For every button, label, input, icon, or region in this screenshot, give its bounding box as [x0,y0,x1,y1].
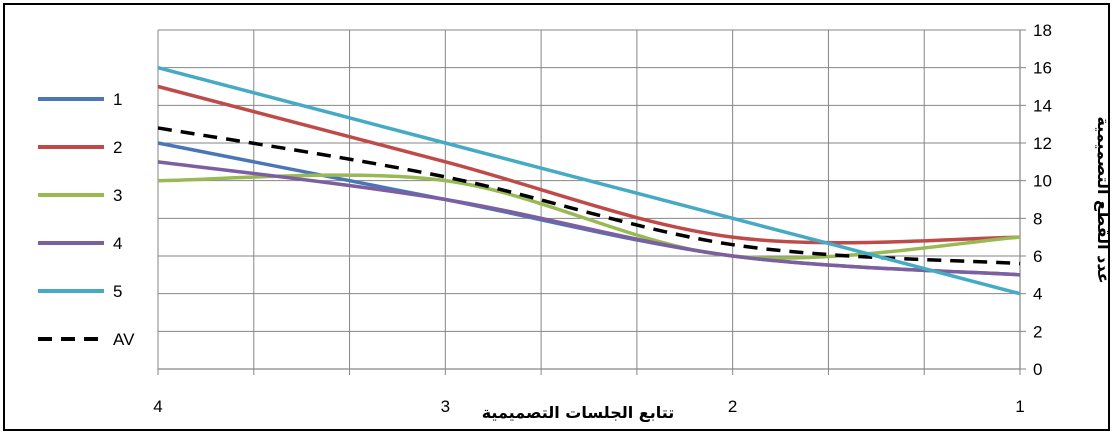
y-tick-label-3: 6 [1033,247,1042,266]
x-tick-labels: 4 3 2 1 [153,397,1024,416]
series-line-4 [157,160,1021,277]
chart-frame [3,3,1110,431]
y-tick-label-1: 2 [1033,322,1042,341]
y-tick-label-2: 4 [1033,285,1042,304]
legend-label-4: 4 [113,234,122,253]
x-tick-label-2: 2 [728,397,737,416]
x-axis-label: تتابع الجلسات التصميمية [482,403,675,422]
series-line-1 [157,141,1021,277]
grid-lines [157,29,1026,375]
legend-label-1: 1 [113,90,122,109]
legend-label-3: 3 [113,186,122,205]
y-axis-label: عدد القطع التصميمية [1094,116,1113,283]
series-line-2 [157,84,1021,245]
legend: 1 2 3 4 5 AV [38,90,135,349]
series-lines [157,65,1021,296]
y-tick-label-0: 0 [1033,360,1042,379]
x-tick-label-3: 1 [1015,397,1024,416]
y-tick-label-5: 10 [1033,172,1052,191]
x-tick-label-1: 3 [441,397,450,416]
y-tick-label-4: 8 [1033,209,1042,228]
y-tick-label-9: 18 [1033,21,1052,40]
legend-label-AV: AV [113,330,135,349]
y-tick-label-7: 14 [1033,96,1052,115]
legend-label-2: 2 [113,138,122,157]
legend-label-5: 5 [113,282,122,301]
y-tick-labels: 0 2 4 6 8 10 12 14 16 18 [1033,21,1052,379]
x-tick-label-0: 4 [153,397,162,416]
series-line-3 [157,173,1021,260]
series-line-5 [157,65,1021,296]
y-tick-label-8: 16 [1033,59,1052,78]
y-tick-label-6: 12 [1033,134,1052,153]
